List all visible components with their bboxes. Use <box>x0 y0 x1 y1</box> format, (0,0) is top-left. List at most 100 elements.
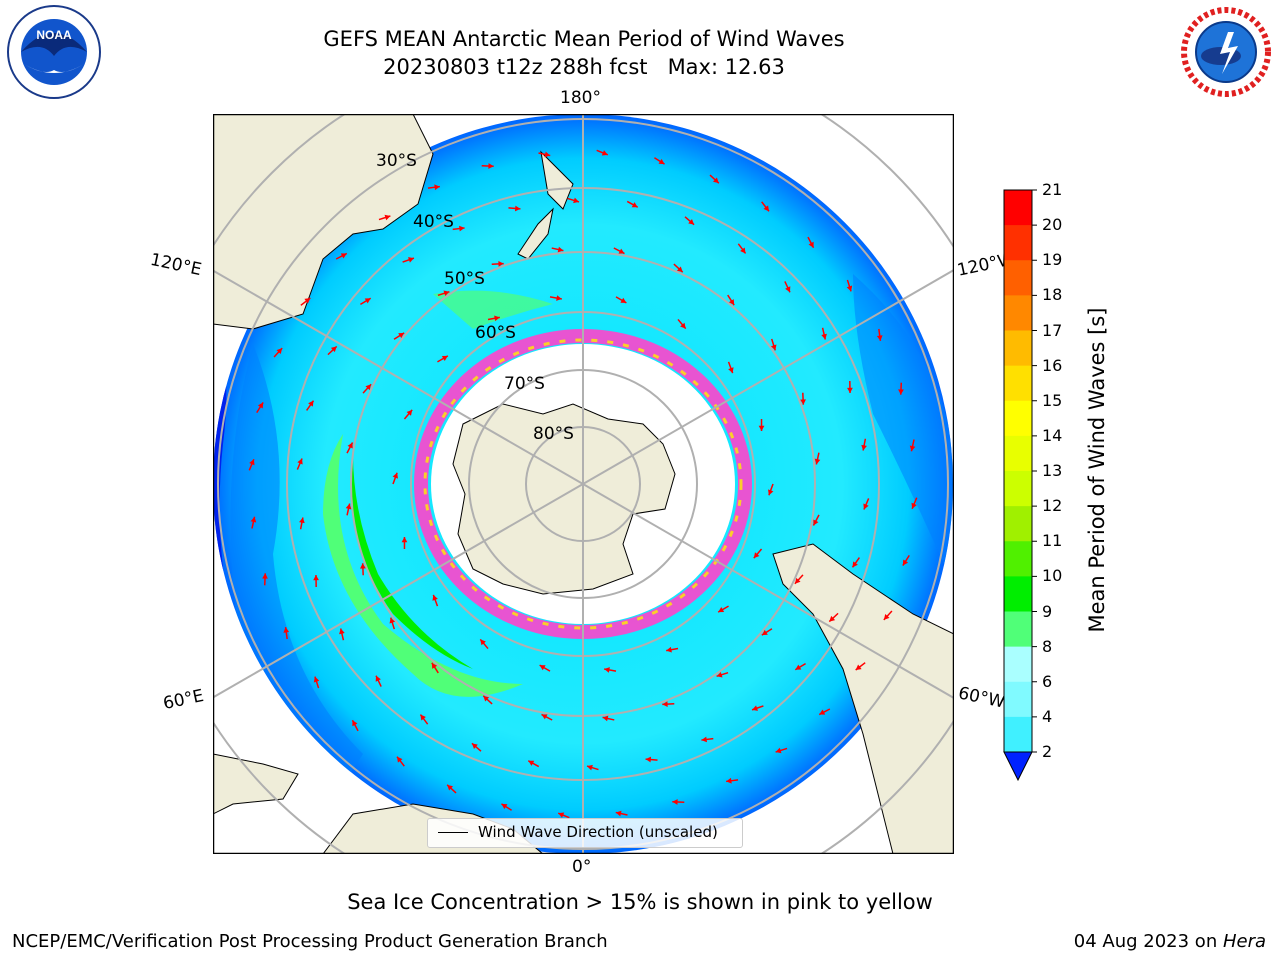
wind-wave-arrowhead <box>767 489 774 496</box>
wind-wave-arrowhead <box>494 315 500 322</box>
polar-map <box>213 114 954 854</box>
wind-wave-arrowhead <box>360 563 366 569</box>
wind-wave-arrowhead <box>389 617 396 624</box>
lat-label-30s: 30°S <box>376 151 417 171</box>
wind-wave-arrowhead <box>763 205 770 212</box>
wind-wave-arrowhead <box>716 671 723 678</box>
colorbar-tick-label: 19 <box>1042 250 1063 270</box>
wind-wave-arrowhead <box>726 777 732 784</box>
wind-wave-arrowhead <box>375 675 381 682</box>
wind-wave-arrowhead <box>602 715 609 722</box>
wind-wave-arrowhead <box>795 664 802 670</box>
colorbar-band <box>1004 260 1032 296</box>
colorbar-tick-label: 15 <box>1042 390 1063 410</box>
svg-text:NOAA: NOAA <box>36 28 72 42</box>
wind-wave-arrowhead <box>431 662 438 669</box>
colorbar-band <box>1004 471 1032 507</box>
colorbar-tick-label: 14 <box>1042 425 1063 445</box>
wind-wave-arrowhead <box>645 756 652 763</box>
wind-wave-arrowhead <box>753 552 760 559</box>
wind-wave-arrowhead <box>406 409 413 416</box>
wind-wave-arrowhead <box>676 266 683 273</box>
wind-wave-arrowhead <box>902 559 909 566</box>
wind-wave-arrowhead <box>752 705 758 711</box>
australia-land <box>213 114 434 330</box>
wind-wave-arrowhead <box>347 442 353 449</box>
wind-wave-arrowhead <box>313 676 320 683</box>
wind-wave-arrowhead <box>392 472 399 479</box>
wind-wave-arrowhead <box>701 736 707 743</box>
graticule <box>213 114 954 854</box>
wind-wave-arrowhead <box>808 241 814 248</box>
lat-label-40s: 40°S <box>413 212 454 232</box>
colorbar-band <box>1004 541 1032 577</box>
lat-label-80s: 80°S <box>533 424 574 444</box>
wind-wave-arrowhead <box>262 573 268 579</box>
wind-wave-arrowhead <box>680 322 686 329</box>
colorbar-band <box>1004 611 1032 648</box>
sea-ice-note: Sea Ice Concentration > 15% is shown in … <box>347 890 933 914</box>
colorbar-tick-label: 2 <box>1042 742 1053 761</box>
wind-wave-arrowhead <box>283 627 290 633</box>
colorbar-band <box>1004 506 1032 542</box>
wind-wave-arrowhead <box>847 387 853 394</box>
wind-wave-arrowhead <box>911 502 917 509</box>
wind-wave-arrowhead <box>740 247 746 254</box>
colorbar-band <box>1004 681 1032 718</box>
wind-wave-arrowhead <box>819 709 826 715</box>
chart-title-line1: GEFS MEAN Antarctic Mean Period of Wind … <box>323 27 845 51</box>
lon-label-bottom: 0° <box>572 857 592 877</box>
wind-wave-arrowhead <box>620 297 627 303</box>
wind-wave-arrowhead <box>443 290 450 297</box>
wind-wave-arrowhead <box>604 667 610 673</box>
colorbar-tick-label: 20 <box>1042 215 1063 235</box>
wind-wave-arrowhead <box>556 295 562 301</box>
lat-label-50s: 50°S <box>444 269 485 289</box>
legend-label: Wind Wave Direction (unscaled) <box>478 823 718 841</box>
colorbar-band <box>1004 190 1032 226</box>
wind-wave-arrowhead <box>420 714 426 721</box>
wind-wave-arrowhead <box>434 184 440 191</box>
credit-text: NCEP/EMC/Verification Post Processing Pr… <box>12 931 608 952</box>
wind-wave-arrowhead <box>257 402 264 409</box>
wind-wave-arrowhead <box>615 810 622 817</box>
wind-wave-arrows <box>248 149 918 819</box>
wind-wave-arrowhead <box>666 646 672 653</box>
colorbar-tick-label: 4 <box>1042 706 1053 726</box>
wind-wave-arrowhead <box>384 214 391 221</box>
wind-wave-arrowhead <box>814 458 821 465</box>
wind-wave-arrowhead <box>432 594 438 601</box>
antarctica-land <box>452 403 676 595</box>
wind-wave-arrowhead <box>658 158 665 165</box>
wind-wave-arrowhead <box>308 400 314 407</box>
wind-wave-arrowhead <box>883 614 890 620</box>
colorbar-extend-triangle <box>1003 751 1033 782</box>
colorbar-tick-label: 8 <box>1042 636 1053 656</box>
colorbar-band <box>1004 225 1032 261</box>
wind-wave-arrowhead <box>330 346 337 353</box>
wind-wave-arrowhead <box>829 615 836 622</box>
colorbar-band <box>1004 435 1032 472</box>
wind-wave-arrowhead <box>313 574 319 581</box>
wind-wave-arrowhead <box>713 177 719 184</box>
wind-wave-arrowhead <box>909 445 916 452</box>
wind-wave-arrowhead <box>631 202 638 208</box>
date-value: 04 Aug 2023 on <box>1073 931 1223 952</box>
wind-wave-arrowhead <box>618 248 625 254</box>
wind-wave-arrowhead <box>340 253 347 259</box>
lon-label-top: 180° <box>560 88 601 108</box>
wind-wave-arrowhead <box>876 335 883 341</box>
wind-wave-arrowhead <box>601 150 608 156</box>
wind-wave-arrowhead <box>352 720 358 727</box>
wind-wave-arrowhead <box>813 519 819 526</box>
wind-wave-arrowhead <box>728 299 735 306</box>
wind-wave-arrowhead <box>514 205 521 212</box>
wind-wave-arrowhead <box>775 747 782 754</box>
colorbar-band <box>1004 646 1032 683</box>
noaa-logo: NOAA <box>7 5 101 99</box>
wind-wave-arrowhead <box>480 639 486 646</box>
colorbar-tick-label: 10 <box>1042 566 1063 586</box>
lat-label-70s: 70°S <box>504 374 545 394</box>
colorbar-label: Mean Period of Wind Waves [s] <box>1085 307 1109 633</box>
lon-label-120e: 120°E <box>148 249 204 281</box>
